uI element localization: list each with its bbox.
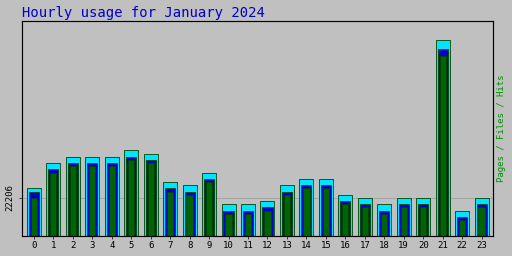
Bar bbox=[264, 211, 270, 256]
Bar bbox=[438, 49, 447, 256]
Bar bbox=[418, 204, 428, 256]
Bar bbox=[381, 214, 388, 256]
Bar bbox=[321, 185, 331, 256]
Bar bbox=[416, 198, 430, 256]
Bar bbox=[70, 166, 76, 256]
Bar bbox=[163, 182, 177, 256]
Bar bbox=[183, 185, 197, 256]
Bar bbox=[145, 160, 156, 256]
Bar bbox=[261, 201, 274, 256]
Bar bbox=[144, 154, 158, 256]
Bar bbox=[86, 157, 99, 256]
Bar bbox=[225, 214, 231, 256]
Bar bbox=[241, 204, 255, 256]
Bar bbox=[50, 173, 56, 256]
Bar bbox=[89, 166, 95, 256]
Bar bbox=[457, 217, 467, 256]
Bar bbox=[342, 204, 349, 256]
Bar bbox=[477, 204, 487, 256]
Bar bbox=[66, 157, 80, 256]
Bar bbox=[29, 191, 39, 256]
Bar bbox=[399, 204, 409, 256]
Bar bbox=[303, 188, 310, 256]
Bar bbox=[459, 220, 465, 256]
Bar bbox=[319, 179, 333, 256]
Bar bbox=[147, 163, 154, 256]
Bar bbox=[87, 163, 97, 256]
Bar bbox=[105, 157, 119, 256]
Bar bbox=[379, 211, 389, 256]
Bar bbox=[338, 195, 352, 256]
Bar bbox=[377, 204, 391, 256]
Bar bbox=[475, 198, 488, 256]
Bar bbox=[31, 198, 37, 256]
Bar bbox=[400, 207, 407, 256]
Bar bbox=[282, 191, 292, 256]
Bar bbox=[167, 191, 173, 256]
Bar bbox=[340, 201, 350, 256]
Bar bbox=[223, 211, 233, 256]
Bar bbox=[126, 157, 136, 256]
Bar bbox=[68, 163, 78, 256]
Bar bbox=[439, 56, 446, 256]
Bar bbox=[358, 198, 372, 256]
Bar bbox=[263, 207, 272, 256]
Bar bbox=[397, 198, 411, 256]
Text: Hourly usage for January 2024: Hourly usage for January 2024 bbox=[22, 6, 265, 19]
Bar bbox=[202, 173, 216, 256]
Y-axis label: Pages / Files / Hits: Pages / Files / Hits bbox=[498, 74, 506, 182]
Bar bbox=[46, 163, 60, 256]
Bar bbox=[302, 185, 311, 256]
Bar bbox=[284, 195, 290, 256]
Bar bbox=[455, 211, 469, 256]
Bar bbox=[128, 160, 134, 256]
Bar bbox=[243, 211, 253, 256]
Bar bbox=[48, 169, 58, 256]
Bar bbox=[360, 204, 370, 256]
Bar bbox=[106, 163, 117, 256]
Bar bbox=[222, 204, 236, 256]
Bar bbox=[124, 151, 138, 256]
Bar bbox=[436, 40, 450, 256]
Bar bbox=[204, 179, 214, 256]
Bar bbox=[184, 191, 195, 256]
Bar bbox=[323, 188, 329, 256]
Bar bbox=[479, 207, 485, 256]
Bar bbox=[245, 214, 251, 256]
Bar bbox=[109, 166, 115, 256]
Bar bbox=[300, 179, 313, 256]
Bar bbox=[27, 188, 41, 256]
Bar bbox=[361, 207, 368, 256]
Bar bbox=[165, 188, 175, 256]
Bar bbox=[420, 207, 426, 256]
Bar bbox=[280, 185, 294, 256]
Bar bbox=[206, 182, 212, 256]
Bar bbox=[186, 195, 193, 256]
